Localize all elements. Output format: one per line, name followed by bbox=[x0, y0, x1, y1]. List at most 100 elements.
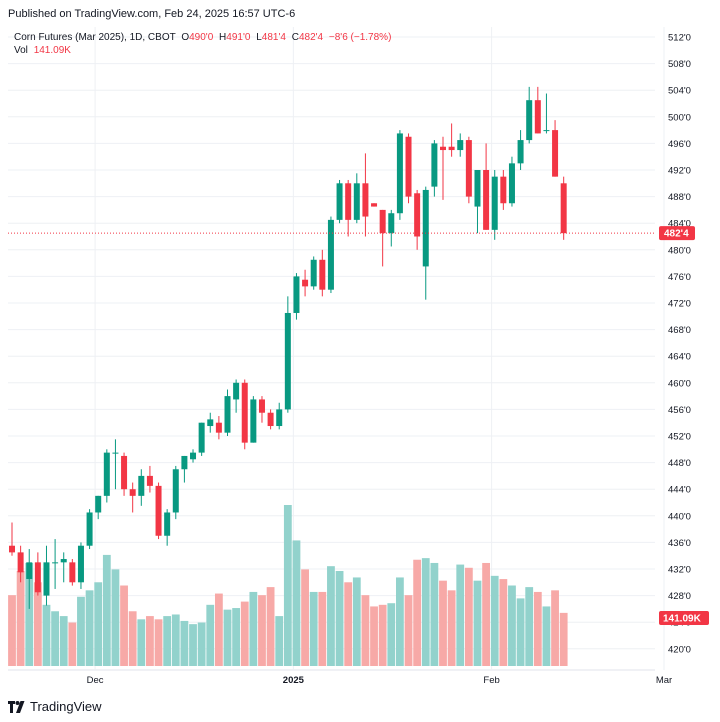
last-price-tag-label: 482'4 bbox=[664, 229, 689, 240]
y-tick-label: 460'0 bbox=[668, 378, 691, 389]
candle bbox=[474, 170, 481, 234]
y-tick-label: 504'0 bbox=[668, 86, 691, 97]
tradingview-brand: TradingView bbox=[30, 699, 102, 714]
volume-bar bbox=[77, 596, 85, 666]
candle bbox=[43, 545, 50, 606]
y-tick-label: 428'0 bbox=[668, 591, 691, 602]
candle-body bbox=[517, 140, 524, 164]
volume-bar bbox=[275, 616, 284, 666]
legend-symbol-line: Corn Futures (Mar 2025), 1D, CBOT O490'0… bbox=[14, 32, 391, 43]
candle-body bbox=[181, 455, 188, 470]
candle-body bbox=[224, 396, 231, 433]
candle-body bbox=[112, 452, 119, 454]
volume-bar bbox=[482, 562, 490, 666]
x-tick-label: Feb bbox=[483, 675, 499, 686]
y-tick-label: 480'0 bbox=[668, 245, 691, 256]
volume-bar bbox=[8, 595, 16, 666]
candle bbox=[215, 416, 222, 440]
x-axis: Dec 2025 Feb Mar bbox=[87, 675, 673, 686]
volume-bar bbox=[430, 562, 439, 666]
legend-volume-line: Vol 141.09K bbox=[14, 45, 71, 56]
candle-body bbox=[379, 209, 386, 234]
candle-body bbox=[440, 146, 446, 151]
candle bbox=[371, 203, 378, 207]
candle bbox=[69, 559, 76, 586]
candle bbox=[181, 455, 188, 483]
volume-bar bbox=[327, 566, 335, 666]
volume-bar bbox=[473, 580, 482, 666]
volume-bar bbox=[344, 582, 353, 666]
volume-bar bbox=[258, 595, 266, 666]
candle bbox=[17, 545, 24, 583]
volume-bar bbox=[266, 587, 275, 666]
candle-body bbox=[345, 183, 352, 220]
volume-bar bbox=[85, 590, 94, 666]
candle-body bbox=[508, 163, 515, 204]
candle-body bbox=[155, 485, 162, 536]
candle bbox=[379, 209, 386, 267]
volume-bar bbox=[249, 591, 258, 666]
volume-bar bbox=[25, 562, 34, 666]
candle bbox=[353, 173, 360, 224]
candle-body bbox=[17, 552, 24, 573]
y-tick-label: 512'0 bbox=[668, 33, 691, 44]
y-tick-label: 472'0 bbox=[668, 299, 691, 310]
legend-close-value: 482'4 bbox=[298, 32, 324, 43]
candle bbox=[345, 179, 352, 237]
candle-body bbox=[405, 136, 412, 197]
tradingview-logo-icon bbox=[8, 700, 25, 713]
volume-bar bbox=[404, 595, 413, 666]
candle-body bbox=[146, 475, 153, 486]
x-tick-label: Dec bbox=[87, 675, 104, 686]
candle-body bbox=[396, 133, 403, 214]
candle bbox=[207, 412, 214, 433]
legend-volume-label: Vol bbox=[14, 45, 28, 56]
candle bbox=[508, 156, 515, 207]
candle bbox=[526, 86, 533, 144]
price-tags: 482'4 141.09K bbox=[659, 226, 709, 625]
volume-bar bbox=[223, 609, 232, 666]
candle-body bbox=[258, 399, 265, 413]
candle-body bbox=[164, 512, 171, 536]
candle-body bbox=[336, 183, 343, 220]
x-tick-label: Mar bbox=[656, 675, 672, 686]
candle bbox=[336, 179, 343, 224]
candle-body bbox=[34, 562, 41, 593]
volume-bar bbox=[292, 540, 301, 666]
candle-body bbox=[129, 489, 136, 496]
candle bbox=[138, 469, 145, 506]
volume-bars bbox=[8, 505, 568, 666]
volume-bar bbox=[421, 558, 430, 666]
volume-bar bbox=[525, 587, 534, 666]
candle-body bbox=[543, 130, 550, 132]
volume-bar bbox=[163, 616, 172, 666]
candle-body bbox=[293, 276, 300, 313]
candle bbox=[267, 409, 274, 430]
legend-symbol: Corn Futures (Mar 2025), 1D, CBOT bbox=[14, 32, 176, 43]
candle bbox=[362, 153, 369, 237]
candle bbox=[388, 209, 395, 247]
y-tick-label: 440'0 bbox=[668, 511, 691, 522]
candle bbox=[26, 549, 33, 609]
candle bbox=[172, 465, 179, 520]
volume-bar bbox=[214, 593, 223, 666]
candle-body bbox=[302, 279, 309, 287]
volume-bar bbox=[68, 622, 77, 666]
volume-bar bbox=[318, 591, 327, 666]
volume-bar bbox=[120, 585, 128, 666]
y-tick-label: 444'0 bbox=[668, 485, 691, 496]
candle-body bbox=[26, 562, 33, 579]
legend-low-label: L bbox=[256, 32, 262, 43]
y-tick-label: 500'0 bbox=[668, 112, 691, 123]
candle bbox=[34, 552, 41, 596]
candle bbox=[250, 396, 257, 443]
candle-body bbox=[448, 146, 455, 151]
volume-bar bbox=[232, 608, 241, 666]
y-tick-label: 508'0 bbox=[668, 59, 691, 70]
y-tick-label: 492'0 bbox=[668, 166, 691, 177]
volume-bar bbox=[456, 564, 465, 666]
volume-bar bbox=[542, 606, 551, 666]
volume-bar bbox=[33, 582, 42, 666]
candle bbox=[284, 296, 291, 413]
